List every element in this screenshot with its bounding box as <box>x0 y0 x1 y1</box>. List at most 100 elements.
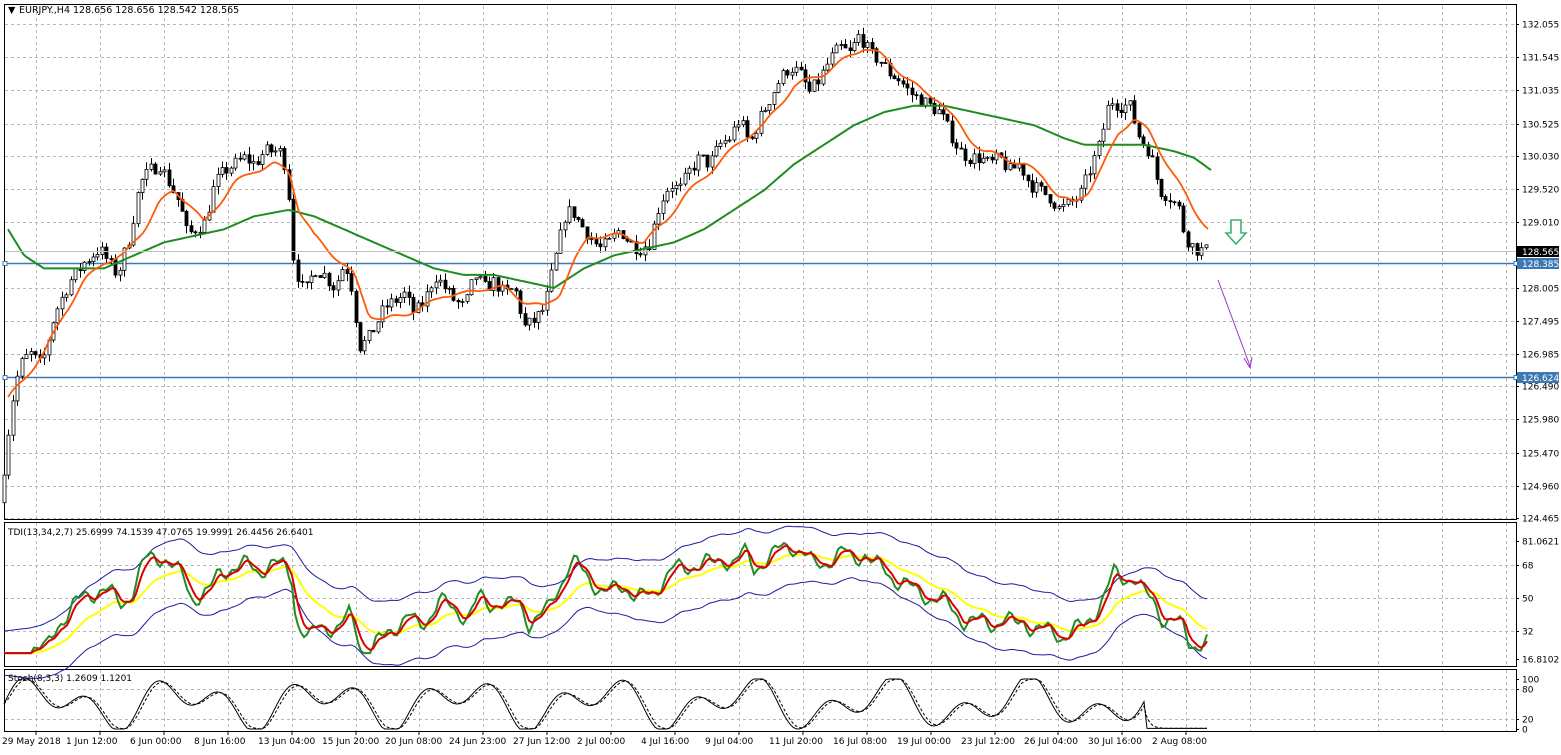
price-tick-label: 131.035 <box>1522 87 1559 97</box>
candle-body <box>2 474 7 504</box>
time-tick-label: 19 Jul 00:00 <box>897 737 951 747</box>
candle-body <box>892 75 897 80</box>
candle-body <box>874 48 879 63</box>
candle-body <box>198 231 203 234</box>
candle-body <box>443 279 448 290</box>
candle-body <box>349 273 354 292</box>
candle-body <box>710 155 715 168</box>
candle-body <box>273 150 278 153</box>
price-tick-label: 125.980 <box>1522 416 1559 426</box>
candle-body <box>919 94 924 107</box>
candle-body <box>1186 231 1191 248</box>
candle-body <box>594 238 599 245</box>
time-tick-label: 8 Jun 16:00 <box>194 737 246 747</box>
candle-body <box>331 285 336 291</box>
candle-body <box>981 157 986 164</box>
candle-body <box>33 351 38 356</box>
candle-body <box>242 154 247 160</box>
candle-body <box>149 163 154 170</box>
candle-body <box>233 157 238 169</box>
stoch-tick-label: 100 <box>1522 676 1539 686</box>
green-down-arrow-icon[interactable] <box>1224 219 1248 246</box>
candle-body <box>607 237 612 240</box>
candle-body <box>407 291 412 298</box>
candle-body <box>576 217 581 220</box>
main-grid <box>5 6 1516 519</box>
purple-trend-arrow-icon[interactable] <box>1217 279 1253 369</box>
candle-body <box>411 297 416 313</box>
candle-body <box>674 184 679 189</box>
candle-body <box>589 238 594 241</box>
candle-body <box>1030 180 1035 193</box>
candle-body <box>785 70 790 76</box>
candle-body <box>941 109 946 115</box>
candle-body <box>91 256 96 262</box>
candle-body <box>1083 174 1088 189</box>
candle-body <box>1190 243 1195 248</box>
candle-body <box>1177 201 1182 207</box>
candle-body <box>167 169 172 187</box>
candle-body <box>162 169 167 173</box>
candle-body <box>1052 202 1057 209</box>
candle-body <box>11 400 16 436</box>
candle-body <box>532 317 537 323</box>
candle-body <box>763 109 768 112</box>
candle-body <box>322 272 327 278</box>
price-tick-label: 131.545 <box>1522 54 1559 64</box>
price-tick-label: 126.490 <box>1522 383 1559 393</box>
svg-text:128.565: 128.565 <box>1522 248 1559 258</box>
price-tick-label: 132.055 <box>1522 21 1559 31</box>
time-tick-label: 26 Jul 04:00 <box>1024 737 1078 747</box>
candle-body <box>523 313 528 326</box>
symbol-dropdown-icon[interactable]: ▼ <box>8 5 16 16</box>
candle-body <box>296 259 301 282</box>
candle-body <box>460 301 465 303</box>
level-price-tags: 128.385 126.624 <box>1517 258 1559 384</box>
candle-body <box>963 148 968 161</box>
candle-body <box>305 281 310 284</box>
candle-body <box>336 280 341 291</box>
candle-body <box>945 113 950 122</box>
candle-body <box>1172 201 1177 204</box>
candle-body <box>1061 204 1066 207</box>
candle-body <box>1159 178 1164 197</box>
candle-body <box>456 300 461 303</box>
tdi-indicator <box>3 525 1208 679</box>
price-tick-label: 127.495 <box>1522 318 1559 328</box>
candle-body <box>153 163 158 175</box>
price-tick-label: 124.465 <box>1522 515 1559 525</box>
time-tick-label: 20 Jun 08:00 <box>385 737 442 747</box>
time-tick-label: 1 Jun 12:00 <box>66 737 118 747</box>
candle-body <box>834 44 839 54</box>
candle-body <box>82 261 87 271</box>
candle-body <box>1003 156 1008 171</box>
candle-body <box>1057 206 1062 209</box>
candle-body <box>536 311 541 323</box>
candle-body <box>683 172 688 185</box>
candle-body <box>1021 163 1026 176</box>
time-tick-label: 29 May 2018 <box>2 737 61 747</box>
candle-body <box>509 288 514 291</box>
candle-body <box>60 296 65 310</box>
candle-body <box>247 154 252 164</box>
candle-body <box>474 277 479 281</box>
candle-body <box>968 160 973 165</box>
candle-body <box>340 269 345 282</box>
candle-body <box>1097 140 1102 156</box>
candle-body <box>318 275 323 278</box>
candle-body <box>29 351 34 355</box>
stoch-label: Stoch(8,3,3) 1.2609 1.1201 <box>8 674 132 684</box>
candle-body <box>848 47 853 52</box>
candle-body <box>767 104 772 111</box>
candle-body <box>977 153 982 164</box>
candle-body <box>202 219 207 233</box>
candle-body <box>327 272 332 287</box>
tdi-upper-band <box>3 525 1208 632</box>
candle-body <box>238 157 243 160</box>
candle-body <box>1123 104 1128 114</box>
candle-body <box>1066 199 1071 205</box>
time-tick-label: 13 Jun 04:00 <box>258 737 315 747</box>
tdi-tick-label: 68 <box>1522 562 1534 572</box>
